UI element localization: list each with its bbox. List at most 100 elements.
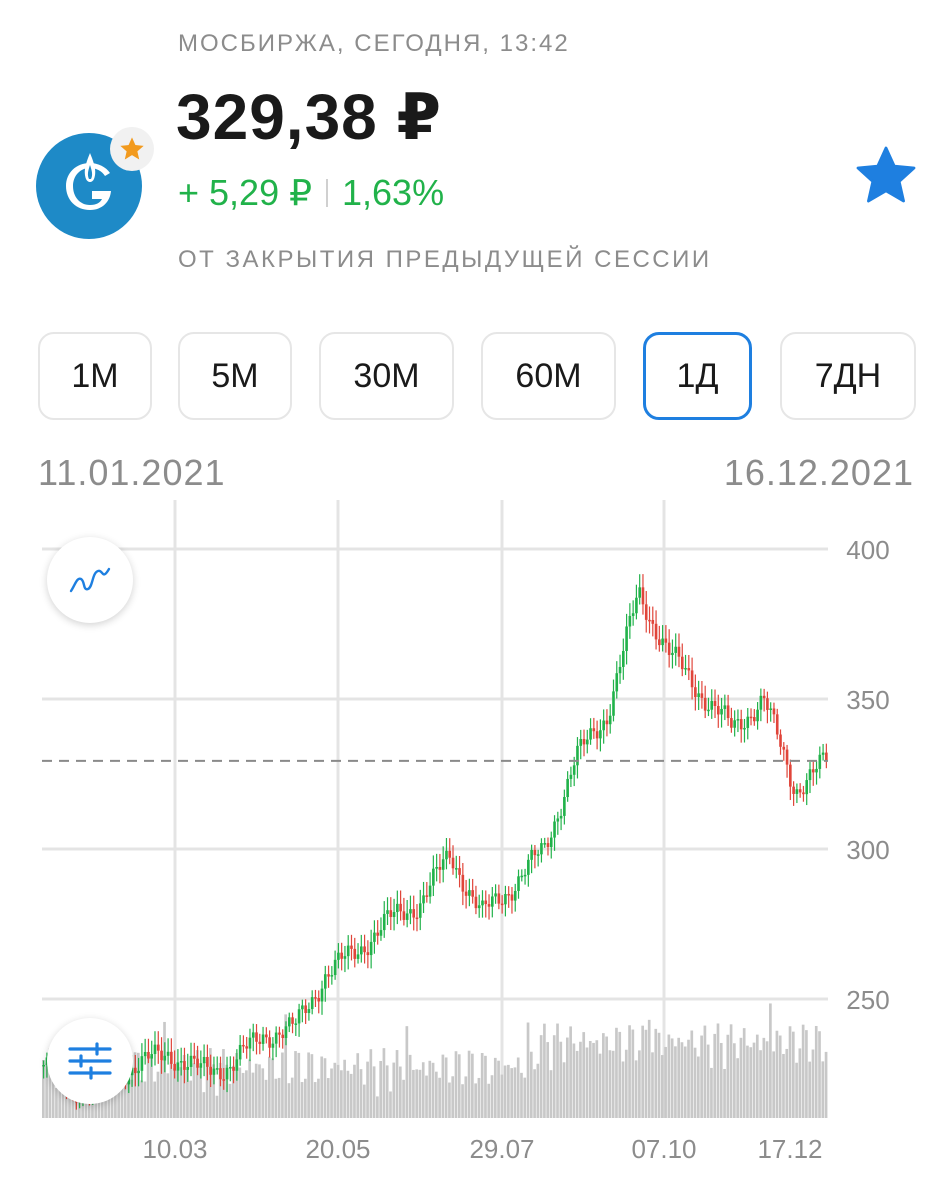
candle-body [343, 956, 347, 959]
candle-body [553, 821, 556, 838]
price-change-absolute: + 5,29 ₽ [178, 172, 312, 213]
candle-body [507, 893, 510, 896]
volume-bar [543, 1023, 546, 1118]
candle-body [215, 1068, 219, 1070]
candle-body [821, 752, 825, 755]
volume-bar [697, 1056, 700, 1118]
volume-bar [801, 1024, 805, 1118]
volume-bar [503, 1065, 507, 1118]
candle-body [310, 997, 314, 1010]
volume-bar [48, 1048, 52, 1118]
volume-bar [798, 1048, 802, 1118]
period-5m-button[interactable]: 5М [178, 332, 292, 420]
candle-body [707, 709, 710, 712]
candle-body [523, 874, 527, 877]
candle-body [170, 1051, 173, 1064]
volume-bar [300, 1082, 304, 1118]
candle-body [156, 1044, 160, 1051]
volume-bar [369, 1049, 373, 1118]
volume-bar [245, 1070, 248, 1118]
candle-body [281, 1034, 285, 1039]
favorite-star-icon[interactable] [852, 143, 920, 209]
candle-body [379, 930, 383, 936]
volume-bar [700, 1035, 703, 1118]
candle-body [448, 850, 452, 858]
volume-bar [769, 1003, 772, 1118]
candle-body [582, 739, 586, 745]
volume-bar [192, 1063, 196, 1118]
chart-type-button[interactable] [47, 537, 133, 623]
candle-body [238, 1044, 242, 1060]
period-7d-button[interactable]: 7ДН [780, 332, 916, 420]
volume-bar [241, 1072, 245, 1118]
volume-bar [448, 1082, 451, 1118]
candle-body [405, 913, 409, 920]
volume-bar [382, 1048, 386, 1118]
volume-bar [687, 1039, 690, 1118]
candle-body [137, 1070, 140, 1074]
candle-body [664, 638, 668, 643]
candle-body [556, 818, 560, 822]
volume-bar [307, 1052, 310, 1118]
volume-bar [582, 1032, 586, 1118]
candle-body [45, 1057, 49, 1065]
volume-bar [267, 1056, 271, 1118]
period-60m-button[interactable]: 60М [481, 332, 616, 420]
candle-body [415, 917, 419, 920]
candle-body [317, 998, 321, 1002]
candle-body [206, 1056, 209, 1067]
volume-bar [441, 1054, 445, 1118]
period-1m-button[interactable]: 1М [38, 332, 152, 420]
volume-bar [421, 1062, 425, 1118]
volume-bar [631, 1029, 635, 1118]
volume-bar [202, 1092, 206, 1118]
volume-bar [130, 1079, 134, 1118]
volume-bar [608, 1050, 612, 1118]
candle-body [818, 754, 822, 769]
candle-body [320, 988, 324, 1002]
volume-bar [425, 1075, 428, 1118]
candle-body [694, 687, 697, 698]
candle-body [654, 623, 658, 640]
volume-bar [585, 1047, 589, 1118]
volume-bar [811, 1049, 815, 1118]
y-tick-label: 250 [846, 985, 889, 1015]
period-30m-button[interactable]: 30М [319, 332, 454, 420]
candle-body [648, 619, 651, 622]
volume-bar [235, 1052, 238, 1118]
candle-body [815, 768, 818, 773]
candle-body [199, 1063, 203, 1068]
volume-bar [189, 1080, 193, 1118]
candle-body [399, 903, 402, 912]
exchange-timestamp: МОСБИРЖА, СЕГОДНЯ, 13:42 [178, 30, 570, 57]
volume-bar [592, 1042, 595, 1118]
indicators-button[interactable] [47, 1018, 133, 1104]
period-1d-button[interactable]: 1Д [643, 332, 752, 420]
volume-bar [398, 1066, 402, 1118]
candle-body [595, 731, 599, 739]
volume-bar [317, 1078, 320, 1118]
volume-bar [683, 1046, 687, 1118]
price-chart[interactable]: 400 350 300 250 10.03 20.05 29.07 07.10 17.12 [0, 490, 932, 1180]
candle-body [464, 891, 468, 896]
candle-body [500, 903, 504, 906]
candle-body [225, 1067, 229, 1080]
volume-bar [408, 1054, 412, 1118]
volume-bar [304, 1078, 307, 1118]
candle-body [209, 1066, 212, 1075]
volume-bar [330, 1068, 333, 1118]
candle-body [491, 896, 494, 907]
volume-bar [271, 1058, 274, 1118]
volume-bar [651, 1052, 654, 1118]
volume-bar [667, 1034, 671, 1118]
candle-body [559, 815, 563, 819]
volume-bar [602, 1033, 605, 1118]
volume-bar [42, 1060, 45, 1118]
volume-bar [143, 1081, 147, 1118]
candle-body [179, 1061, 183, 1063]
volume-bar [402, 1079, 405, 1118]
volume-bar [326, 1078, 330, 1118]
candle-body [533, 849, 537, 856]
volume-bar [195, 1050, 199, 1118]
x-tick-label: 29.07 [469, 1134, 534, 1164]
